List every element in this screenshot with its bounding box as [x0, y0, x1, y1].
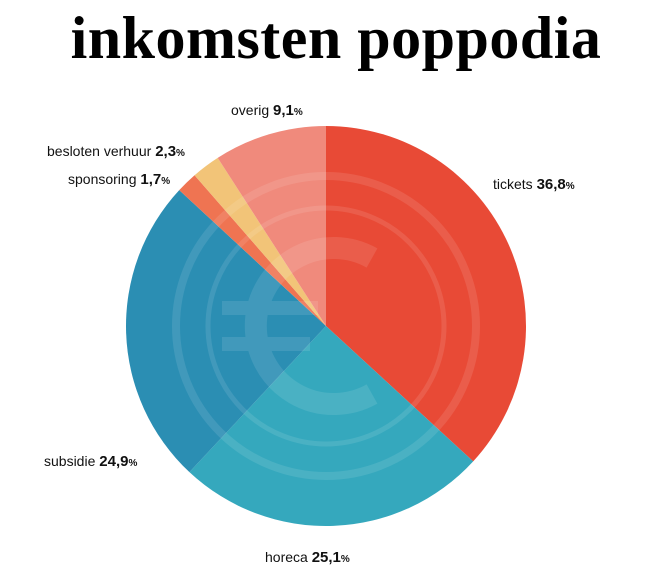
pie-slice-overig	[217, 126, 326, 326]
slice-label-name: besloten verhuur	[47, 143, 155, 159]
slice-label-value: 24,9	[99, 453, 128, 470]
slice-label-value: 1,7	[140, 171, 161, 188]
pie-slice-besloten-verhuur	[194, 157, 326, 326]
slice-labels: tickets 36,8%horeca 25,1%subsidie 24,9%s…	[44, 102, 575, 566]
pie-slice-sponsoring	[179, 175, 326, 326]
slice-label-unit: %	[566, 181, 575, 192]
slice-label-sponsoring: sponsoring 1,7%	[68, 171, 170, 188]
slice-label-overig: overig 9,1%	[231, 102, 303, 119]
slice-label-tickets: tickets 36,8%	[493, 176, 575, 193]
pie-slice-subsidie	[126, 190, 326, 473]
slice-label-name: overig	[231, 102, 273, 118]
euro-icon	[172, 172, 480, 480]
slice-label-unit: %	[341, 554, 350, 565]
slice-label-value: 2,3	[155, 143, 176, 160]
pie-slice-tickets	[326, 126, 527, 462]
chart-title: inkomsten poppodia	[70, 5, 602, 71]
pie-slice-horeca	[189, 326, 474, 527]
slice-label-unit: %	[176, 148, 185, 159]
slice-label-horeca: horeca 25,1%	[265, 549, 350, 566]
slice-label-value: 9,1	[273, 102, 294, 119]
slice-label-unit: %	[294, 107, 303, 118]
slice-label-name: sponsoring	[68, 171, 140, 187]
slice-label-unit: %	[128, 458, 137, 469]
slice-label-value: 36,8	[537, 176, 566, 193]
slice-label-unit: %	[161, 176, 170, 187]
slice-label-subsidie: subsidie 24,9%	[44, 453, 137, 470]
pie-slices	[126, 126, 527, 527]
slice-label-besloten-verhuur: besloten verhuur 2,3%	[47, 143, 185, 160]
slice-label-name: horeca	[265, 549, 312, 565]
slice-label-name: subsidie	[44, 453, 99, 469]
slice-label-value: 25,1	[312, 549, 341, 566]
slice-label-name: tickets	[493, 176, 537, 192]
